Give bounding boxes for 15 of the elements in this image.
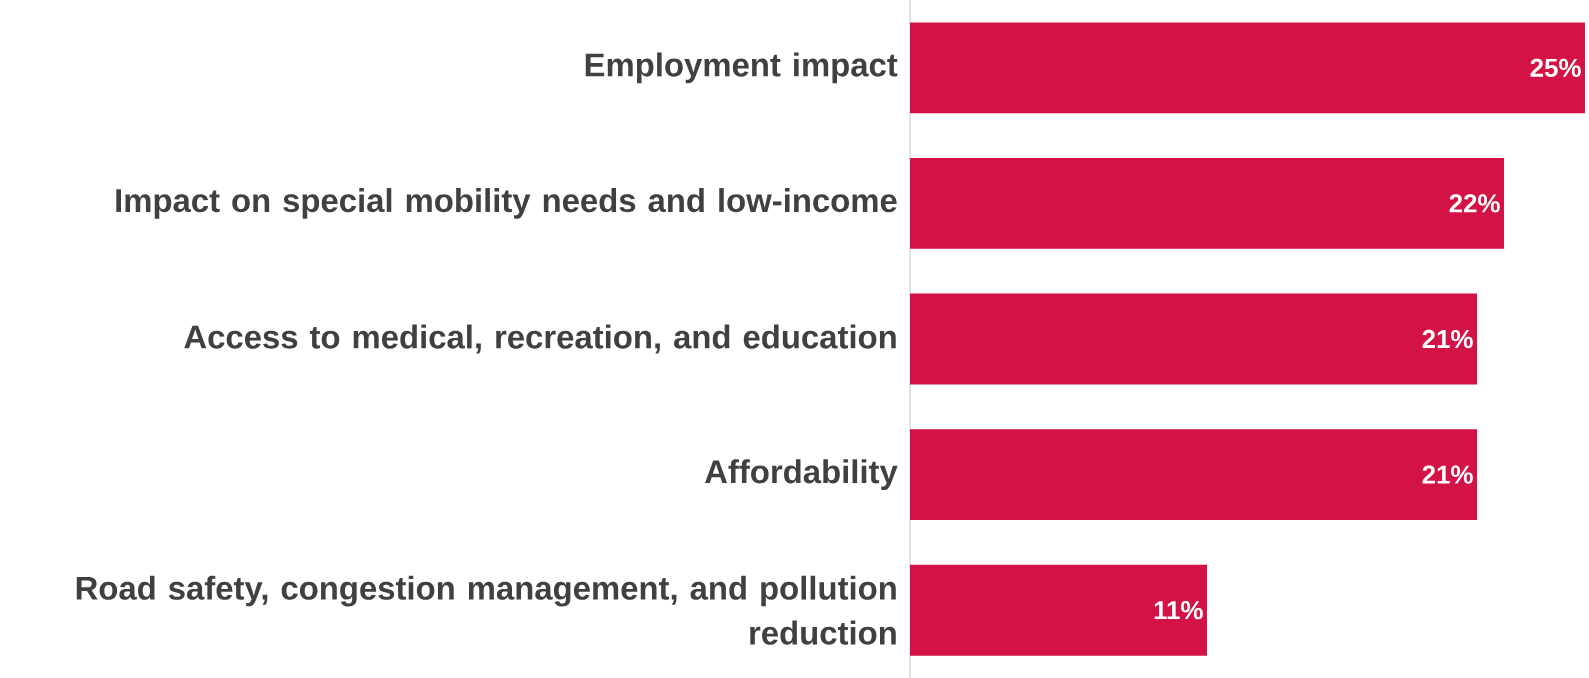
bar (910, 157, 1504, 249)
y-tick-label: Road safety, congestion management, and pollution reduction (76, 575, 896, 645)
bar (910, 293, 1477, 385)
data-label: 22% (1449, 194, 1500, 213)
y-tick-label: Access to medical, recreation, and education (184, 324, 896, 354)
y-tick-label: Impact on special mobility needs and low-income (116, 188, 897, 219)
data-label: 21% (1422, 329, 1473, 349)
data-label: 25% (1530, 58, 1581, 77)
bar (910, 564, 1207, 656)
bar (910, 22, 1585, 114)
y-tick-label: Employment impact (585, 52, 898, 84)
data-label: 11% (1154, 601, 1203, 620)
bar (910, 429, 1477, 521)
data-label: 21% (1422, 465, 1473, 484)
y-tick-label: Affordability (705, 459, 898, 490)
